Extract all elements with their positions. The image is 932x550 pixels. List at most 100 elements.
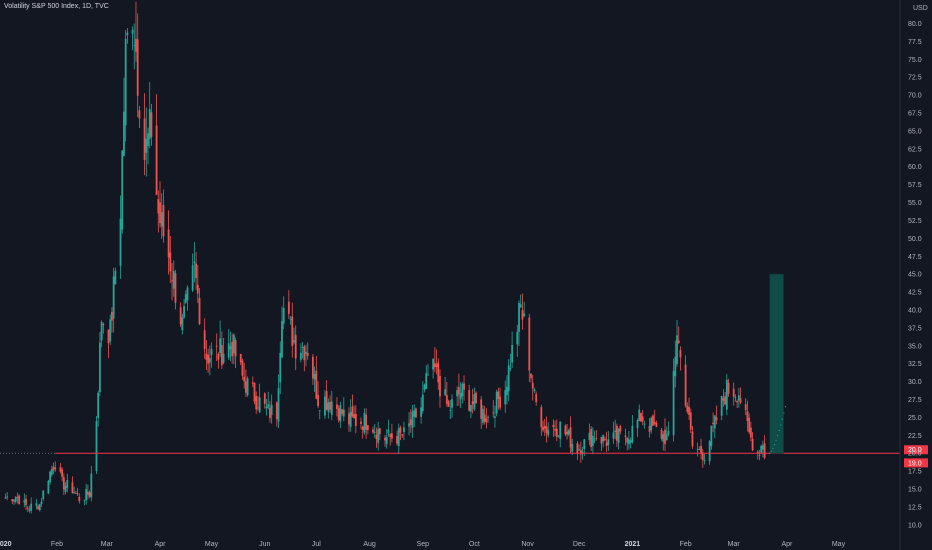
candle-body: [463, 383, 465, 390]
candle-body: [61, 469, 64, 477]
candle-body: [148, 109, 151, 139]
candle-body: [473, 393, 476, 410]
candle-body: [330, 401, 333, 415]
x-tick-label: Apr: [781, 541, 793, 548]
candle-body: [727, 382, 730, 394]
candle-body: [337, 408, 340, 421]
candle-body: [327, 402, 330, 412]
projection-box[interactable]: [769, 273, 784, 454]
candle-body: [384, 437, 386, 441]
candle-body: [545, 426, 548, 434]
candle-body: [471, 401, 474, 405]
candle-body: [50, 469, 53, 475]
candle-body: [676, 335, 678, 364]
candle-body: [499, 396, 502, 408]
candle-body: [95, 421, 98, 471]
y-tick-label: 75.0: [908, 57, 922, 64]
candle-body: [251, 382, 254, 384]
candle-body: [76, 493, 79, 495]
candle-body: [614, 430, 617, 432]
candle-body: [349, 411, 352, 427]
candle-body: [617, 429, 620, 443]
candle-body: [270, 404, 273, 415]
candle-body: [459, 392, 462, 400]
candle-body: [543, 425, 546, 429]
candle-body: [172, 270, 175, 289]
candle-body: [530, 373, 532, 379]
candle-body: [193, 261, 196, 264]
price-tag: 20.0: [904, 445, 928, 455]
candle-body: [62, 477, 65, 490]
candle-body: [4, 497, 7, 499]
candle-body: [71, 482, 74, 494]
candle-body: [482, 408, 484, 423]
y-tick-label: 47.5: [908, 254, 922, 261]
candle-body: [485, 418, 488, 423]
candle-body: [552, 424, 555, 428]
projection-dot: [780, 424, 782, 426]
candle-body: [14, 496, 17, 502]
candle-body: [88, 492, 91, 497]
candle-body: [83, 499, 86, 501]
candle-body: [377, 429, 380, 443]
candle-body: [325, 391, 328, 410]
candle-body: [461, 384, 464, 397]
candle-body: [64, 485, 67, 492]
candle-body: [281, 321, 283, 358]
projection-dot: [781, 418, 783, 420]
candle-body: [169, 252, 172, 272]
candle-body: [533, 389, 536, 392]
candle-body: [299, 352, 302, 360]
x-tick-label: Apr: [155, 541, 167, 548]
y-tick-label: 57.5: [908, 182, 922, 189]
currency-label: USD: [913, 5, 928, 12]
candle-body: [439, 375, 441, 397]
candle-body: [506, 386, 508, 395]
x-tick-label: Feb: [680, 541, 692, 548]
candle-body: [566, 431, 568, 435]
candle-body: [449, 410, 452, 411]
x-tick-label: May: [205, 541, 219, 548]
candle-body: [207, 354, 210, 364]
y-tick-label: 32.5: [908, 361, 922, 368]
candle-body: [102, 324, 105, 326]
candle-body: [239, 353, 242, 363]
candle-body: [672, 370, 675, 436]
candle-body: [451, 399, 453, 408]
candle-body: [713, 415, 716, 429]
candle-body: [85, 489, 88, 501]
candle-body: [468, 390, 471, 411]
candle-body: [725, 379, 728, 410]
candle-body: [315, 370, 318, 399]
x-tick-label: Jul: [312, 541, 321, 548]
candle-body: [444, 389, 447, 396]
candle-body: [111, 311, 113, 321]
y-tick-label: 37.5: [908, 325, 922, 332]
candle-body: [535, 394, 538, 403]
x-tick-label: Nov: [521, 541, 534, 548]
candle-body: [470, 404, 472, 412]
candle-body: [567, 430, 570, 435]
projection-dot: [784, 406, 787, 408]
candle-body: [42, 490, 45, 500]
candle-body: [605, 442, 608, 446]
projection-dot: [773, 443, 776, 446]
candle-body: [401, 434, 404, 436]
x-tick-label: 2020: [0, 541, 12, 548]
y-tick-label: 77.5: [908, 39, 922, 46]
y-tick-label: 27.5: [908, 397, 922, 404]
candle-body: [150, 112, 153, 138]
candle-body: [662, 434, 665, 442]
candle-body: [269, 407, 271, 419]
candle-body: [387, 429, 390, 433]
y-tick-label: 25.0: [908, 415, 922, 422]
candle-body: [375, 434, 378, 440]
candle-body: [590, 428, 593, 447]
candle-body: [624, 435, 627, 437]
candle-body: [306, 352, 309, 356]
candle-body: [203, 330, 206, 350]
candle-body: [40, 501, 43, 505]
candle-body: [495, 391, 498, 414]
